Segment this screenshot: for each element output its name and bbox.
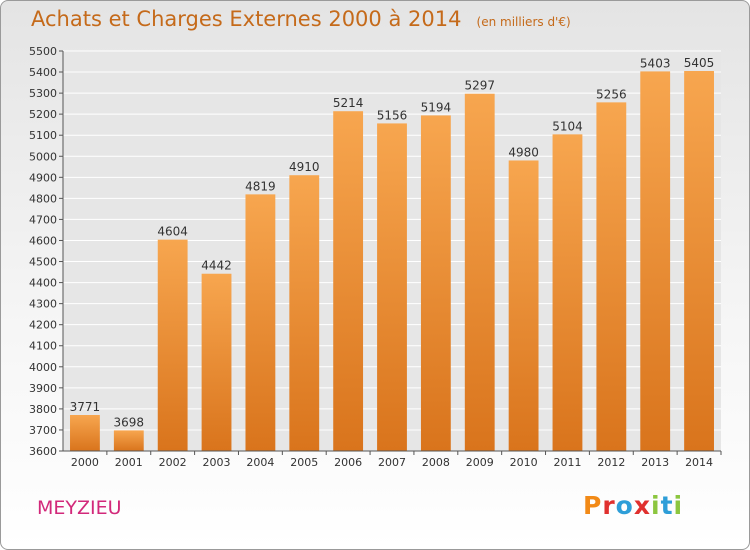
x-tick-label-2012: 2012	[597, 456, 625, 469]
x-tick-label-2003: 2003	[203, 456, 231, 469]
logo-letter: o	[615, 491, 634, 520]
y-tick-label: 4200	[29, 319, 57, 332]
data-label-2010: 4980	[508, 145, 539, 159]
x-tick-label-2014: 2014	[685, 456, 713, 469]
y-tick-label: 4300	[29, 298, 57, 311]
x-axis: 2000 2001 2002 2003 2004 2005 2006 2007 2008 2009…	[63, 450, 722, 469]
bar-2009	[464, 93, 495, 451]
y-tick-label: 4100	[29, 340, 57, 353]
x-tick-label-2001: 2001	[115, 456, 143, 469]
y-tick-label: 3600	[29, 445, 57, 458]
proxiti-logo: Proxiti	[583, 491, 683, 520]
x-tick-label-2000: 2000	[71, 456, 99, 469]
y-tick-label: 5200	[29, 108, 57, 121]
bar-2007	[377, 123, 407, 451]
bar-2001	[113, 430, 144, 451]
data-label-2005: 4910	[289, 160, 320, 174]
data-label-2000: 3771	[70, 400, 101, 414]
data-label-2006: 5214	[333, 96, 364, 110]
y-tick-label: 4400	[29, 277, 57, 290]
bar-2005	[289, 175, 320, 452]
x-tick-label-2005: 2005	[290, 456, 318, 469]
y-tick-label: 4600	[29, 234, 57, 247]
data-label-2014: 5405	[684, 56, 715, 70]
chart-unit: (en milliers d'€)	[476, 15, 571, 29]
city-name: MEYZIEU	[37, 497, 122, 519]
data-label-2009: 5297	[464, 79, 495, 93]
bar-2004	[245, 194, 276, 452]
bar-2003	[201, 273, 232, 451]
logo-letter: P	[583, 491, 603, 520]
y-tick-label: 5400	[29, 66, 57, 79]
chart-title-block: Achats et Charges Externes 2000 à 2014 (…	[31, 7, 571, 31]
data-label-2011: 5104	[552, 119, 583, 133]
x-tick-label-2007: 2007	[378, 456, 406, 469]
logo-letter: i	[673, 491, 684, 520]
logo-letter: i	[651, 491, 661, 520]
x-tick-label-2002: 2002	[159, 456, 187, 469]
x-tick-label-2011: 2011	[553, 456, 581, 469]
x-tick-label-2004: 2004	[246, 456, 274, 469]
bar-2014	[684, 71, 714, 451]
bars	[70, 71, 714, 452]
x-tick-label-2006: 2006	[334, 456, 362, 469]
data-label-2003: 4442	[201, 259, 232, 273]
x-tick-label-2010: 2010	[510, 456, 538, 469]
data-label-2013: 5403	[640, 56, 671, 70]
y-tick-label: 5300	[29, 87, 57, 100]
y-tick-label: 5500	[29, 45, 57, 58]
bar-2006	[333, 111, 364, 452]
bar-2010	[508, 160, 539, 451]
logo-letter: r	[602, 491, 616, 520]
y-tick-label: 5100	[29, 129, 57, 142]
chart-title: Achats et Charges Externes 2000 à 2014	[31, 7, 462, 31]
y-tick-label: 5000	[29, 150, 57, 163]
y-tick-label: 4000	[29, 361, 57, 374]
data-label-2007: 5156	[377, 108, 408, 122]
x-tick-label-2008: 2008	[422, 456, 450, 469]
y-tick-label: 3800	[29, 403, 57, 416]
y-tick-label: 3900	[29, 382, 57, 395]
bar-2013	[640, 71, 671, 451]
bar-2012	[596, 102, 627, 452]
bar-2008	[420, 115, 451, 451]
bar-2000	[70, 415, 100, 451]
y-tick-label: 3700	[29, 424, 57, 437]
bar-2002	[157, 239, 188, 451]
data-labels: 3771 3698 4604 4442 4819 4910 5214 5156 5194 5297…	[70, 56, 715, 429]
y-tick-label: 4700	[29, 213, 57, 226]
y-axis: 3600 3700 3800 3900 4000 4100 4200 4300 4400 4500…	[29, 45, 64, 458]
data-label-2008: 5194	[421, 100, 452, 114]
bar-2011	[552, 134, 583, 452]
data-label-2002: 4604	[157, 225, 188, 239]
logo-letter: x	[633, 491, 651, 520]
y-tick-label: 4500	[29, 256, 57, 269]
y-tick-label: 4900	[29, 171, 57, 184]
y-tick-label: 4800	[29, 192, 57, 205]
data-label-2004: 4819	[245, 179, 276, 193]
data-label-2012: 5256	[596, 87, 627, 101]
x-tick-label-2009: 2009	[466, 456, 494, 469]
logo-letter: t	[660, 491, 674, 520]
x-tick-label-2013: 2013	[641, 456, 669, 469]
data-label-2001: 3698	[114, 415, 145, 429]
